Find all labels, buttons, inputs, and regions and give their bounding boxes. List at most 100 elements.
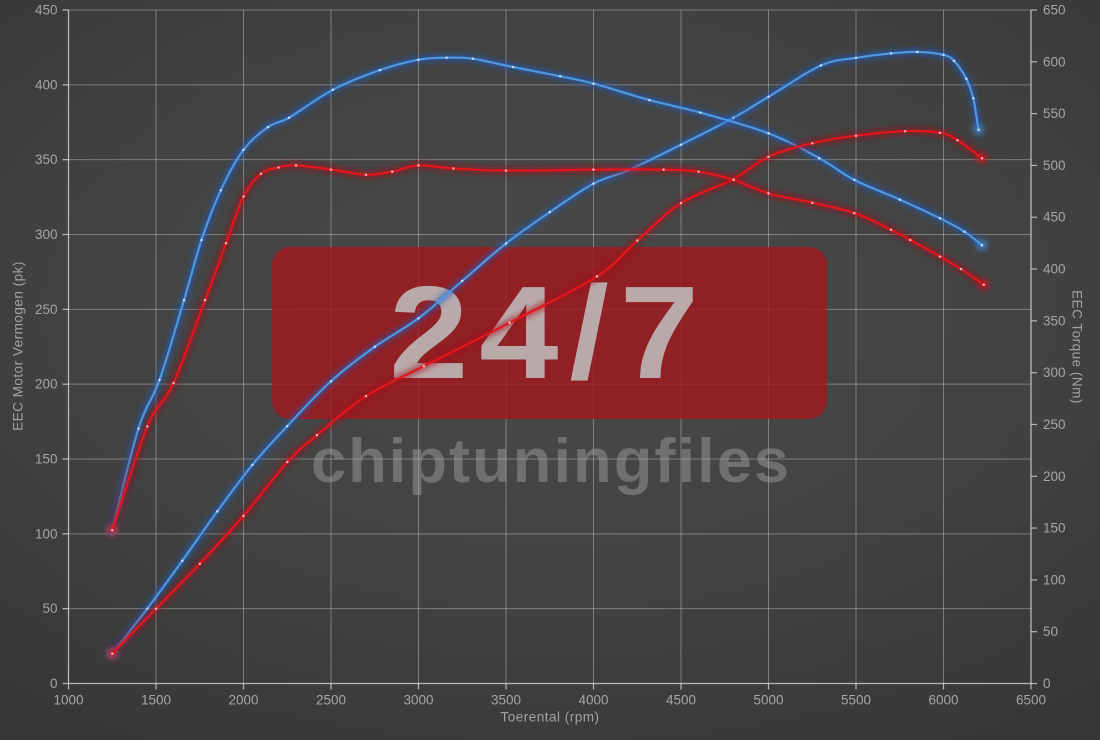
series-koppel-tuned-point [471,57,475,60]
right-tick-label: 500 [1043,158,1066,173]
series-koppel-tuned-point [378,68,382,72]
watermark-brand-text: chiptuningfiles [310,427,792,496]
series-koppel-original-point [111,528,114,532]
right-axis-title: EEC Torque (Nm) [1069,290,1085,404]
left-tick-label: 50 [42,601,57,616]
series-koppel-tuned-point [287,116,291,120]
left-tick-label: 450 [35,3,58,18]
series-vermogen-tuned-point [916,50,919,54]
series-vermogen-tuned-point [767,95,770,99]
series-koppel-tuned-point [559,75,562,78]
series-koppel-original-point [329,168,333,171]
left-tick-label: 350 [35,152,58,167]
right-tick-label: 550 [1043,106,1066,121]
series-koppel-tuned-point [200,238,203,242]
series-vermogen-tuned-point [461,279,464,283]
series-koppel-original-point [277,166,280,169]
right-tick-label: 150 [1043,521,1066,536]
series-koppel-tuned-point [853,178,856,182]
series-koppel-original-point [982,283,986,286]
series-koppel-tuned-point [767,132,770,135]
right-tick-label: 250 [1043,417,1066,432]
series-koppel-tuned-point [963,230,966,233]
series-koppel-original-point [767,192,770,195]
series-koppel-tuned-point [158,378,161,382]
series-koppel-original-point [391,170,394,173]
right-tick-label: 0 [1043,676,1051,691]
x-tick-label: 2000 [228,693,258,708]
series-koppel-original-point [853,211,856,215]
series-koppel-tuned-point [266,125,270,129]
series-koppel-original-point [146,425,149,428]
watermark-badge: 24/7 [272,247,827,419]
series-koppel-original-point [172,381,175,385]
series-koppel-tuned-point [592,82,595,85]
series-vermogen-original-point [679,201,683,205]
series-vermogen-tuned-point [216,510,219,513]
right-tick-label: 600 [1043,54,1066,69]
series-koppel-tuned-point [445,56,448,59]
series-vermogen-tuned-point [251,463,254,467]
left-tick-label: 150 [35,452,58,467]
series-koppel-original-point [909,238,912,242]
series-koppel-tuned-point [980,243,984,247]
x-tick-label: 1500 [141,693,171,708]
series-vermogen-original-point [854,134,858,137]
x-tick-label: 3500 [491,693,521,708]
series-vermogen-original-point [938,131,942,134]
series-vermogen-tuned-point [854,56,858,60]
series-vermogen-tuned-point [417,317,420,320]
series-vermogen-original-point [286,460,289,464]
left-axis-title: EEC Motor Vermogen (pk) [10,261,26,431]
x-tick-label: 4000 [578,693,608,708]
series-vermogen-tuned-point [972,97,975,100]
series-vermogen-tuned-point [679,143,683,146]
x-tick-label: 6500 [1016,693,1046,708]
series-koppel-original-point [294,164,298,167]
series-vermogen-tuned-point [952,59,956,63]
right-tick-label: 350 [1043,313,1066,328]
series-koppel-original-point [811,201,814,204]
series-vermogen-original-point [111,652,114,655]
series-vermogen-tuned-point [373,345,377,349]
series-koppel-tuned-point [898,198,902,201]
series-vermogen-tuned-line [111,50,980,655]
series-koppel-original-point [203,298,207,302]
series-vermogen-original-point [903,129,907,133]
series-koppel-tuned-point [242,148,245,152]
right-tick-label: 650 [1043,3,1066,18]
series-vermogen-original-point [315,433,319,437]
series-vermogen-tuned-point [889,52,893,55]
series-koppel-tuned-point [938,217,942,220]
left-tick-label: 300 [35,227,58,242]
series-vermogen-original-line [111,129,984,655]
series-koppel-original-point [504,169,508,172]
series-vermogen-original-point [595,275,599,278]
series-vermogen-original-point [198,562,202,566]
series-vermogen-tuned-point [819,64,823,67]
series-koppel-tuned-point [182,298,186,302]
series-vermogen-tuned-point [942,53,945,57]
x-tick-label: 2500 [316,693,346,708]
x-axis-title: Toerental (rpm) [500,709,600,725]
series-vermogen-original-point [364,394,368,398]
right-tick-label: 200 [1043,469,1066,484]
series-koppel-tuned-point [648,98,651,102]
series-vermogen-original-point [980,156,984,160]
left-tick-label: 400 [35,77,58,92]
right-tick-label: 50 [1043,624,1058,639]
x-tick-label: 4500 [666,693,696,708]
series-vermogen-tuned-point [329,379,333,383]
series-koppel-tuned-point [511,65,515,69]
series-vermogen-original-point [154,607,158,610]
series-vermogen-original-point [242,514,245,518]
series-koppel-original-point [452,167,455,170]
series-vermogen-tuned-point [286,424,289,428]
series-vermogen-original-point [956,138,959,142]
series-koppel-original-point [938,255,942,258]
series-vermogen-tuned-point [181,559,184,563]
watermark-badge-text: 24/7 [389,259,710,406]
series-vermogen-original-point [636,239,639,242]
series-koppel-tuned-point [818,156,821,160]
